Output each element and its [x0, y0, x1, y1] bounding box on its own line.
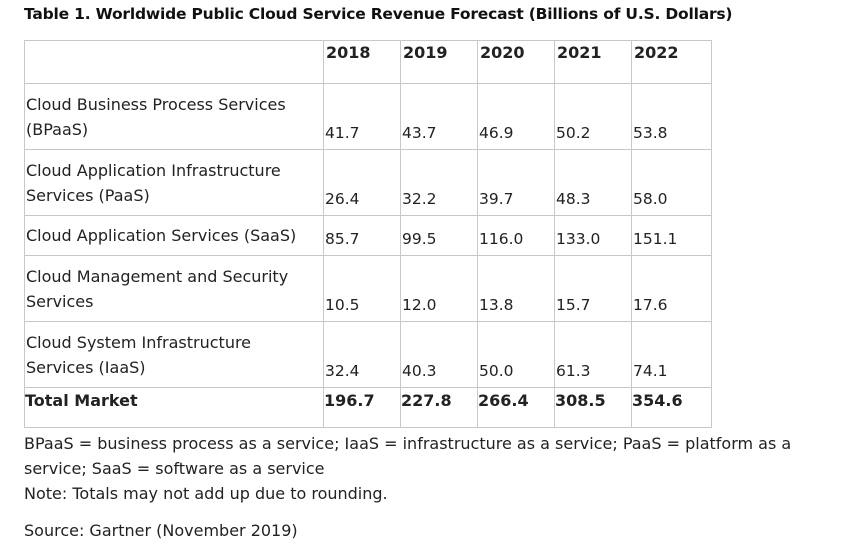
total-value: 266.4 — [477, 387, 555, 428]
cell-value: 99.5 — [400, 215, 478, 256]
cell-text: 48.3 — [556, 190, 591, 208]
source-note: Source: Gartner (November 2019) — [24, 521, 298, 540]
total-value: 196.7 — [323, 387, 401, 428]
cell-value: 40.3 — [400, 321, 478, 388]
cell-text: 10.5 — [325, 296, 360, 314]
header-year: 2018 — [323, 40, 401, 84]
cell-text: 133.0 — [556, 230, 601, 248]
header-year: 2019 — [400, 40, 478, 84]
header-year: 2022 — [631, 40, 712, 84]
header-year: 2021 — [554, 40, 632, 84]
cell-value: 58.0 — [631, 149, 712, 216]
cell-value: 41.7 — [323, 83, 401, 150]
table-row: Cloud System Infrastructure Services (Ia… — [24, 321, 712, 388]
cell-text: 40.3 — [402, 362, 437, 380]
total-value: 227.8 — [400, 387, 478, 428]
total-row: Total Market 196.7 227.8 266.4 308.5 354… — [24, 387, 712, 428]
cell-value: 151.1 — [631, 215, 712, 256]
cell-value: 116.0 — [477, 215, 555, 256]
cell-text: 151.1 — [633, 230, 678, 248]
cell-text: 85.7 — [325, 230, 360, 248]
cell-value: 15.7 — [554, 255, 632, 322]
cell-text: 74.1 — [633, 362, 668, 380]
header-row: 2018 2019 2020 2021 2022 — [24, 40, 712, 84]
cell-value: 61.3 — [554, 321, 632, 388]
cell-value: 13.8 — [477, 255, 555, 322]
table-row: Cloud Business Process Services (BPaaS) … — [24, 83, 712, 150]
cell-text: 12.0 — [402, 296, 437, 314]
rounding-note: Note: Totals may not add up due to round… — [24, 484, 388, 503]
cell-text: 32.2 — [402, 190, 437, 208]
header-year: 2020 — [477, 40, 555, 84]
table-notes: BPaaS = business process as a service; I… — [24, 431, 824, 506]
row-label: Cloud System Infrastructure Services (Ia… — [24, 321, 324, 388]
cell-value: 17.6 — [631, 255, 712, 322]
cell-value: 74.1 — [631, 321, 712, 388]
cell-value: 53.8 — [631, 83, 712, 150]
cell-value: 10.5 — [323, 255, 401, 322]
cell-value: 48.3 — [554, 149, 632, 216]
forecast-table: 2018 2019 2020 2021 2022 Cloud Business … — [24, 40, 712, 428]
row-label: Cloud Application Infrastructure Service… — [24, 149, 324, 216]
cell-value: 32.4 — [323, 321, 401, 388]
cell-text: 15.7 — [556, 296, 591, 314]
table-title: Table 1. Worldwide Public Cloud Service … — [24, 5, 733, 23]
total-value: 308.5 — [554, 387, 632, 428]
cell-value: 50.0 — [477, 321, 555, 388]
cell-value: 32.2 — [400, 149, 478, 216]
cell-text: 53.8 — [633, 124, 668, 142]
cell-text: 116.0 — [479, 230, 524, 248]
cell-text: 50.2 — [556, 124, 591, 142]
cell-text: 13.8 — [479, 296, 514, 314]
row-label: Cloud Application Services (SaaS) — [24, 215, 324, 256]
cell-value: 50.2 — [554, 83, 632, 150]
cell-value: 39.7 — [477, 149, 555, 216]
total-label: Total Market — [24, 387, 324, 428]
cell-text: 61.3 — [556, 362, 591, 380]
cell-text: 46.9 — [479, 124, 514, 142]
cell-text: 39.7 — [479, 190, 514, 208]
cell-text: 99.5 — [402, 230, 437, 248]
cell-value: 26.4 — [323, 149, 401, 216]
cell-value: 12.0 — [400, 255, 478, 322]
row-label: Cloud Management and Security Services — [24, 255, 324, 322]
cell-text: 32.4 — [325, 362, 360, 380]
header-corner — [24, 40, 324, 84]
cell-text: 17.6 — [633, 296, 668, 314]
table-row: Cloud Management and Security Services 1… — [24, 255, 712, 322]
cell-text: 50.0 — [479, 362, 514, 380]
cell-value: 43.7 — [400, 83, 478, 150]
cell-value: 133.0 — [554, 215, 632, 256]
table-row: Cloud Application Services (SaaS) 85.7 9… — [24, 215, 712, 256]
cell-value: 46.9 — [477, 83, 555, 150]
cell-value: 85.7 — [323, 215, 401, 256]
table-row: Cloud Application Infrastructure Service… — [24, 149, 712, 216]
row-label: Cloud Business Process Services (BPaaS) — [24, 83, 324, 150]
total-value: 354.6 — [631, 387, 712, 428]
cell-text: 43.7 — [402, 124, 437, 142]
abbreviation-note: BPaaS = business process as a service; I… — [24, 434, 792, 478]
cell-text: 26.4 — [325, 190, 360, 208]
cell-text: 41.7 — [325, 124, 360, 142]
cell-text: 58.0 — [633, 190, 668, 208]
